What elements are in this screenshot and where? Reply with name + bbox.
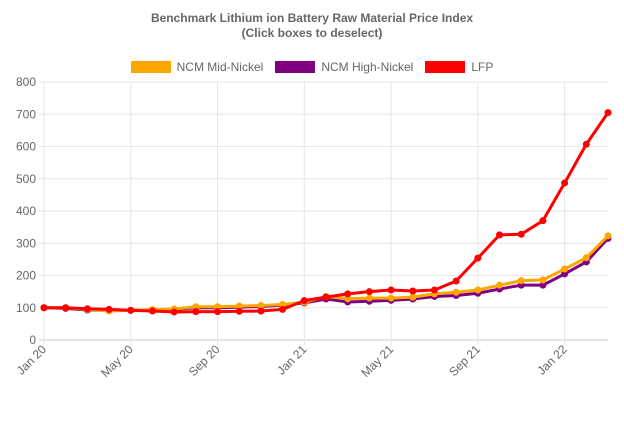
data-point (387, 286, 395, 294)
data-point (62, 304, 70, 312)
legend-swatch (130, 61, 171, 73)
legend: NCM Mid-Nickel NCM High-Nickel LFP (0, 60, 624, 74)
legend-swatch (425, 61, 466, 73)
legend-item-ncm-high[interactable]: NCM High-Nickel (275, 60, 413, 74)
x-tick-label: May 20 (98, 342, 136, 380)
legend-swatch (275, 61, 316, 73)
data-point (496, 281, 504, 289)
data-point (365, 288, 373, 296)
data-point (517, 230, 525, 238)
data-point (496, 231, 504, 239)
legend-item-ncm-mid[interactable]: NCM Mid-Nickel (130, 60, 264, 74)
data-point (604, 109, 612, 117)
y-tick-label: 700 (16, 107, 36, 121)
data-point (561, 179, 569, 187)
y-tick-label: 100 (16, 301, 36, 315)
x-tick-label: Jan 22 (534, 342, 570, 378)
data-point (430, 286, 438, 294)
data-point (604, 232, 612, 240)
data-point (582, 254, 590, 262)
y-tick-label: 800 (16, 75, 36, 89)
data-point (40, 304, 48, 312)
y-tick-label: 200 (16, 269, 36, 283)
data-point (561, 270, 569, 278)
data-point (387, 294, 395, 302)
data-point (279, 305, 287, 313)
y-tick-label: 600 (16, 140, 36, 154)
data-point (127, 306, 135, 314)
data-point (300, 297, 308, 305)
x-tick-label: Sep 21 (446, 342, 483, 379)
data-point (235, 302, 243, 310)
x-tick-label: Sep 20 (186, 342, 223, 379)
legend-label: LFP (471, 60, 494, 74)
x-tick-label: May 21 (358, 342, 396, 380)
legend-label: NCM High-Nickel (321, 60, 414, 74)
data-point (344, 290, 352, 298)
x-tick-label: Jan 20 (14, 342, 50, 378)
data-point (409, 287, 417, 295)
chart-subtitle: (Click boxes to deselect) (241, 26, 383, 40)
data-point (474, 286, 482, 294)
data-point (83, 305, 91, 313)
data-point (235, 307, 243, 315)
y-tick-label: 300 (16, 236, 36, 250)
data-point (192, 303, 200, 311)
data-point (452, 277, 460, 285)
data-point (539, 281, 547, 289)
data-point (257, 307, 265, 315)
data-point (474, 254, 482, 262)
y-tick-label: 0 (29, 333, 36, 347)
y-tick-label: 500 (16, 172, 36, 186)
data-point (214, 303, 222, 311)
legend-label: NCM Mid-Nickel (176, 60, 264, 74)
data-point (561, 265, 569, 273)
data-point (192, 308, 200, 316)
data-point (279, 301, 287, 309)
data-point (344, 295, 352, 303)
y-tick-label: 400 (16, 204, 36, 218)
data-point (517, 277, 525, 285)
data-point (409, 293, 417, 301)
data-point (257, 301, 265, 309)
chart-title: Benchmark Lithium ion Battery Raw Materi… (150, 11, 474, 25)
data-point (539, 276, 547, 284)
data-point (170, 308, 178, 316)
data-point (214, 308, 222, 316)
data-point (322, 293, 330, 301)
x-tick-label: Jan 21 (274, 342, 310, 378)
data-point (105, 305, 113, 313)
data-point (148, 307, 156, 315)
data-point (582, 140, 590, 148)
legend-item-lfp[interactable]: LFP (425, 60, 493, 74)
data-point (365, 294, 373, 302)
data-point (539, 217, 547, 225)
data-point (452, 288, 460, 296)
